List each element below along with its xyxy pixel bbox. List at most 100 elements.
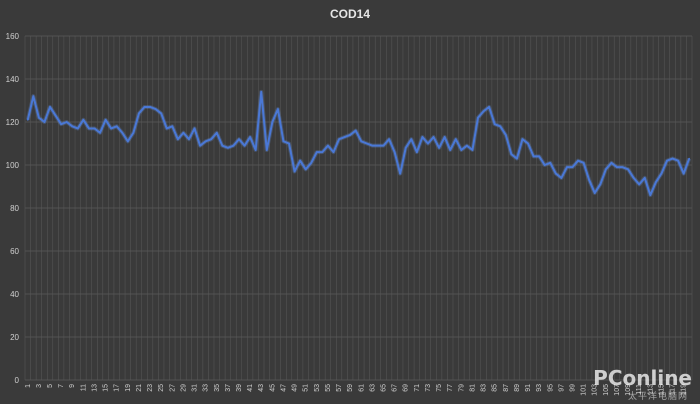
x-tick-label: 69 [403,384,410,392]
data-point [115,125,118,128]
x-tick-label: 61 [358,384,365,392]
x-tick-label: 119 [681,384,688,395]
data-point [443,136,446,138]
data-point [188,138,190,140]
data-point [482,110,485,113]
data-point [43,121,46,123]
chart-title: COD14 [330,7,370,21]
data-point [221,144,224,147]
data-point [632,177,635,179]
data-point [49,106,51,108]
data-point [477,116,479,119]
data-point [249,136,251,138]
x-tick-label: 87 [503,384,510,392]
watermark-logo: PConline [593,366,692,390]
x-tick-label: 117 [670,384,677,395]
data-point [688,157,691,160]
x-tick-label: 37 [225,384,232,392]
data-point [621,166,624,168]
watermark-tagline: 太平洋电脑网 [627,392,688,402]
x-tick-label: 73 [425,384,432,392]
data-point [616,166,618,168]
data-point [516,157,518,160]
x-tick-label: 33 [203,384,210,392]
data-point [666,159,668,162]
x-tick-label: 39 [236,384,243,392]
data-point [555,172,557,175]
data-point [399,172,401,175]
data-point [410,138,413,140]
data-point [227,147,229,149]
data-point [254,149,257,151]
data-point [643,177,646,179]
data-point [238,138,240,140]
data-point [388,138,390,140]
x-tick-label: 17 [114,384,121,392]
data-point [332,151,335,153]
data-point [182,131,185,134]
data-point [521,138,524,140]
data-point [26,119,29,121]
data-point [271,121,274,123]
y-tick-label: 160 [6,32,20,41]
data-point [471,149,474,151]
data-point [232,144,235,147]
x-tick-label: 25 [158,384,165,392]
data-point [427,142,429,145]
x-tick-label: 63 [369,384,376,392]
data-point [327,144,329,147]
data-point [371,144,374,147]
data-point [177,138,179,140]
y-tick-label: 100 [6,161,20,170]
data-point [560,177,563,179]
x-tick-label: 65 [381,384,388,392]
x-axis-ticks: 1 3 5 7 9 11 13 15 17 19 21 23 25 27 29 31 33 35 37 39 41 43 4… [25,384,688,396]
x-tick-label: 19 [125,384,132,392]
data-point [154,108,157,110]
data-point [493,123,496,125]
data-point [510,153,513,156]
data-point [416,151,418,153]
data-point [132,131,135,134]
data-point [165,127,168,130]
x-tick-label: 111 [636,384,643,395]
data-point [38,116,40,119]
x-tick-label: 45 [269,384,276,392]
data-point [288,142,290,145]
x-tick-label: 53 [314,384,321,392]
y-tick-label: 120 [6,118,20,127]
y-tick-label: 80 [10,204,19,213]
x-tick-label: 103 [592,384,599,396]
data-point [343,136,346,138]
x-tick-label: 47 [280,384,287,392]
x-tick-label: 31 [192,384,199,392]
data-point [354,129,357,132]
data-point [532,155,535,158]
data-point [104,119,107,121]
data-point [316,151,318,153]
x-tick-label: 115 [658,384,665,395]
x-tick-label: 43 [258,384,265,392]
data-point [382,144,385,147]
data-point [527,142,529,145]
data-point [582,162,585,164]
y-tick-label: 20 [10,333,19,342]
gridlines [24,35,693,381]
data-point [499,125,502,128]
data-point [610,162,613,164]
data-point [438,147,440,149]
data-point [215,131,218,134]
x-tick-label: 105 [603,384,610,396]
data-point [566,166,568,168]
series-group [25,89,692,198]
data-point [293,170,296,173]
data-point [627,168,629,171]
data-point [260,91,263,93]
data-point [543,164,546,166]
x-tick-label: 71 [414,384,421,392]
data-point [593,192,596,194]
x-tick-label: 11 [80,384,87,391]
x-tick-label: 93 [536,384,543,392]
